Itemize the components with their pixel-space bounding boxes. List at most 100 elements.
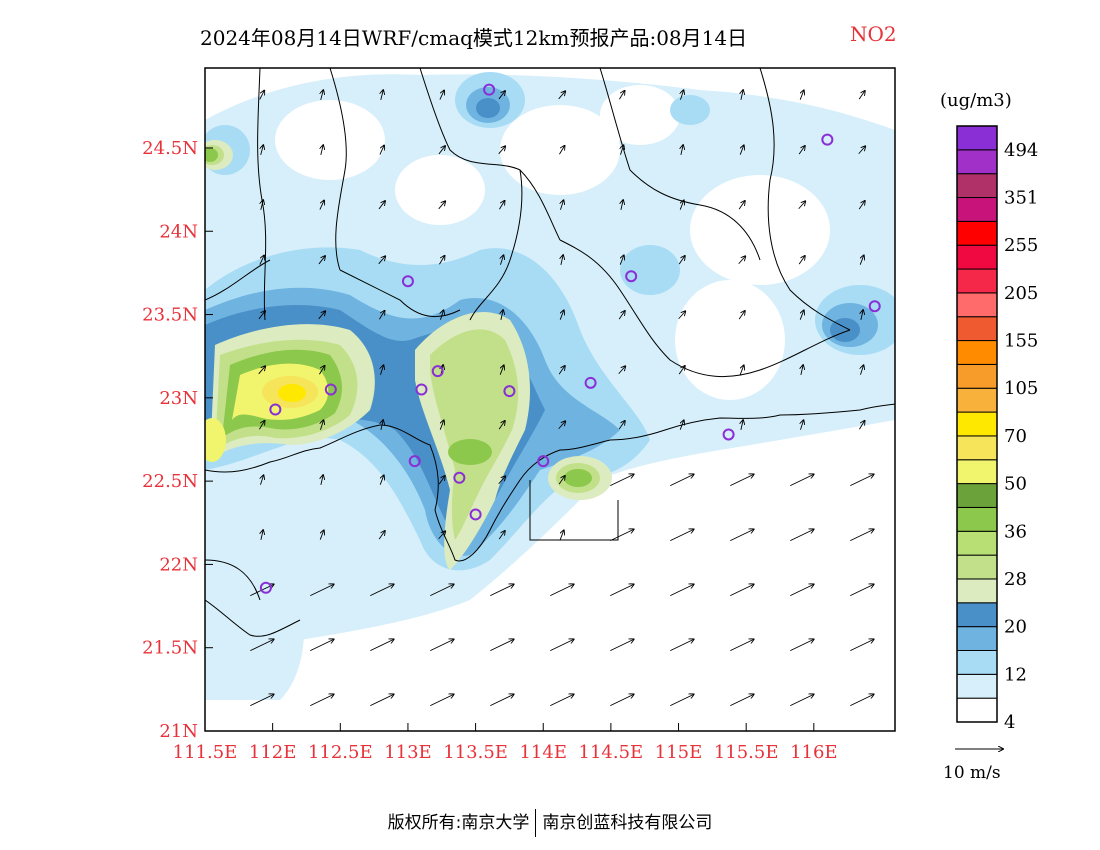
wind-arrow [850,694,873,707]
wind-arrow [438,146,445,155]
wind-arrow [380,365,383,375]
station-marker [868,300,881,313]
wind-arrow [670,694,693,707]
colorbar-cell [956,506,998,532]
wind-arrow [561,255,563,265]
wind-arrow [438,476,445,485]
wind-arrow [260,475,263,485]
wind-arrow [850,529,873,542]
colorbar-legend: 494 351 255 205 155 105 70 50 36 28 20 12 4 [956,125,1038,733]
wind-arrow [550,694,573,707]
colorbar-label: 105 [1004,378,1038,399]
wind-arrow [860,255,864,265]
wind-arrow [261,200,263,210]
boundary-lines [205,68,895,637]
colorbar-label: 20 [1004,617,1027,638]
station-marker [269,403,282,416]
wind-arrow [790,584,813,597]
wind-arrow [370,694,393,707]
wind-arrow [560,200,563,210]
wind-arrow [610,529,633,542]
wind-arrow [259,91,265,100]
wind-arrow [370,639,393,652]
wind-scale: 10 m/s [943,749,1003,783]
wind-arrow [560,310,564,320]
wind-arrow [380,475,384,485]
lon-tick-label: 115.5E [714,742,779,763]
lon-tick-label: 113.5E [443,742,508,763]
wind-arrow [498,476,506,485]
colorbar-label: 205 [1004,283,1038,304]
wind-arrow [861,310,863,320]
wind-arrow [430,694,453,707]
wind-arrow [320,530,324,540]
wind-arrow [259,255,264,265]
station-marker [537,455,550,468]
wind-arrow [558,421,566,430]
wind-arrow [858,91,865,100]
wind-arrow [790,694,813,707]
colorbar-cell [956,197,998,222]
station-marker [324,383,337,396]
wind-arrow [610,694,633,707]
wind-arrow [858,146,866,155]
wind-arrow [740,145,744,155]
wind-arrow [550,584,573,597]
wind-arrow [670,529,693,542]
station-marker [401,275,414,288]
wind-arrow [490,584,513,597]
wind-arrow [378,256,386,265]
footer: 版权所有:南京大学 南京创蓝科技有限公司 [0,808,1100,837]
wind-arrow [738,256,746,265]
colorbar-frame [956,125,998,723]
colorbar-cell [956,483,998,508]
colorbar-label: 28 [1004,569,1027,590]
station-marker [821,133,834,146]
colorbar-cell [956,435,998,461]
station-marker [503,385,516,398]
station-marker [259,581,272,594]
wind-arrow [738,311,745,320]
colorbar-label: 4 [1004,712,1015,733]
wind-arrow [798,256,805,265]
wind-arrow [800,420,803,430]
wind-arrow [670,584,693,597]
station-marker [415,383,428,396]
wind-arrow [558,91,566,100]
lon-tick-label: 114.5E [579,742,644,763]
colorbar-cell [956,173,998,199]
wind-arrow [261,145,264,155]
colorbar-cell [956,387,998,413]
wind-arrow [440,310,443,320]
station-marker [483,83,496,96]
wind-arrow [310,694,333,707]
colorbar-label: 255 [1004,235,1038,256]
wind-arrow [850,584,873,597]
wind-arrow [790,474,813,487]
wind-arrow [670,639,693,652]
wind-arrow [618,311,625,320]
wind-arrow [498,531,505,540]
wind-arrow [430,639,453,652]
lon-tick-label: 111.5E [173,742,238,763]
lat-tick-label: 24N [159,221,198,242]
wind-vectors [250,90,873,707]
wind-arrow [320,420,323,430]
colorbar-label: 351 [1004,188,1038,209]
colorbar-label: 494 [1004,140,1038,161]
lon-tick-label: 116E [790,742,838,763]
wind-arrow [370,584,393,597]
wind-arrow [850,639,873,652]
colorbar-cell [956,626,998,651]
wind-arrow [379,311,384,320]
colorbar-cell [956,292,998,318]
wind-arrow [681,145,683,155]
wind-arrow [680,200,684,210]
colorbar-cell [956,697,998,723]
wind-arrow [730,584,753,597]
lat-tick-label: 24.5N [142,138,198,159]
lon-tick-label: 115E [655,742,703,763]
wind-arrow [859,421,864,430]
wind-arrow [680,90,683,100]
